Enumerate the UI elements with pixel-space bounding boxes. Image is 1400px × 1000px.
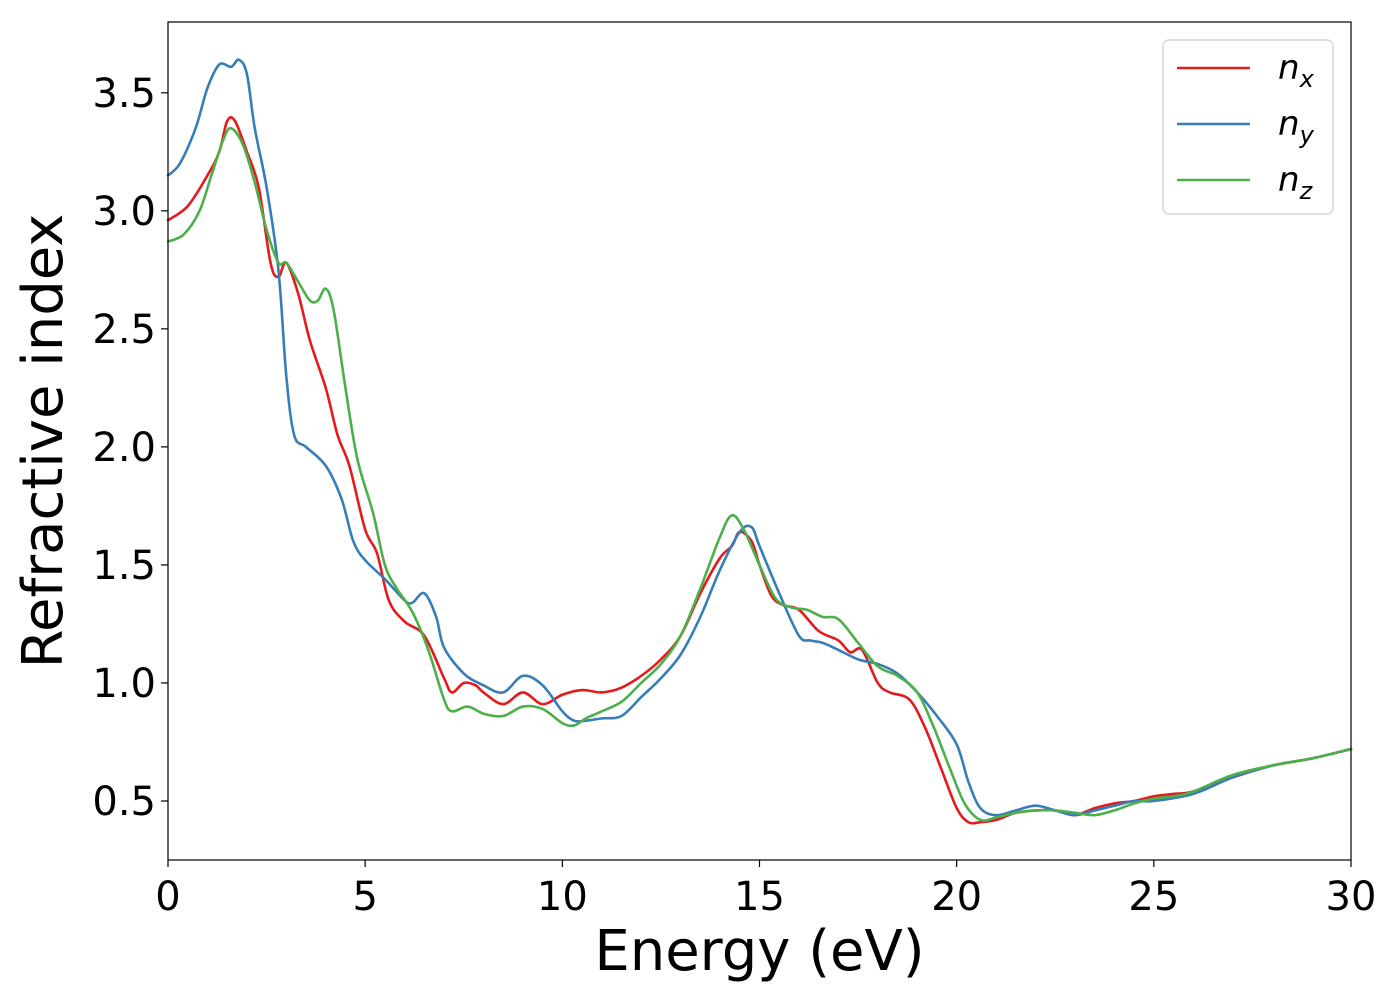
- x-tick-label: 20: [931, 874, 982, 920]
- legend: nx ny nz: [1162, 39, 1334, 215]
- y-tick-label: 3.5: [92, 71, 156, 117]
- y-tick-label: 2.5: [92, 307, 156, 353]
- x-tick-label: 0: [155, 874, 180, 920]
- legend-box: [1162, 39, 1334, 215]
- y-tick-label: 3.0: [92, 189, 156, 235]
- y-axis-ticks: 0.5 1.0 1.5 2.0 2.5 3.0 3.5: [92, 71, 168, 825]
- x-tick-label: 15: [734, 874, 785, 920]
- y-tick-label: 0.5: [92, 779, 156, 825]
- series-line-n-y: [166, 58, 1353, 817]
- y-tick-label: 1.5: [92, 543, 156, 589]
- legend-label-n-x: nx: [1278, 48, 1315, 93]
- y-tick-label: 1.0: [92, 661, 156, 707]
- legend-label-n-z: nz: [1278, 160, 1314, 205]
- series-layer: [166, 58, 1353, 825]
- x-tick-label: 5: [352, 874, 377, 920]
- x-axis-ticks: 0 5 10 15 20 25 30: [155, 860, 1376, 920]
- legend-entries: nx ny nz: [1177, 48, 1315, 205]
- legend-label-n-y: ny: [1278, 104, 1315, 149]
- x-axis-title: Energy (eV): [594, 919, 924, 984]
- x-tick-label: 10: [537, 874, 588, 920]
- y-tick-label: 2.0: [92, 425, 156, 471]
- x-tick-label: 25: [1128, 874, 1179, 920]
- y-axis-title: Refractive index: [11, 214, 76, 669]
- series-line-n-z: [166, 126, 1353, 822]
- x-tick-label: 30: [1326, 874, 1377, 920]
